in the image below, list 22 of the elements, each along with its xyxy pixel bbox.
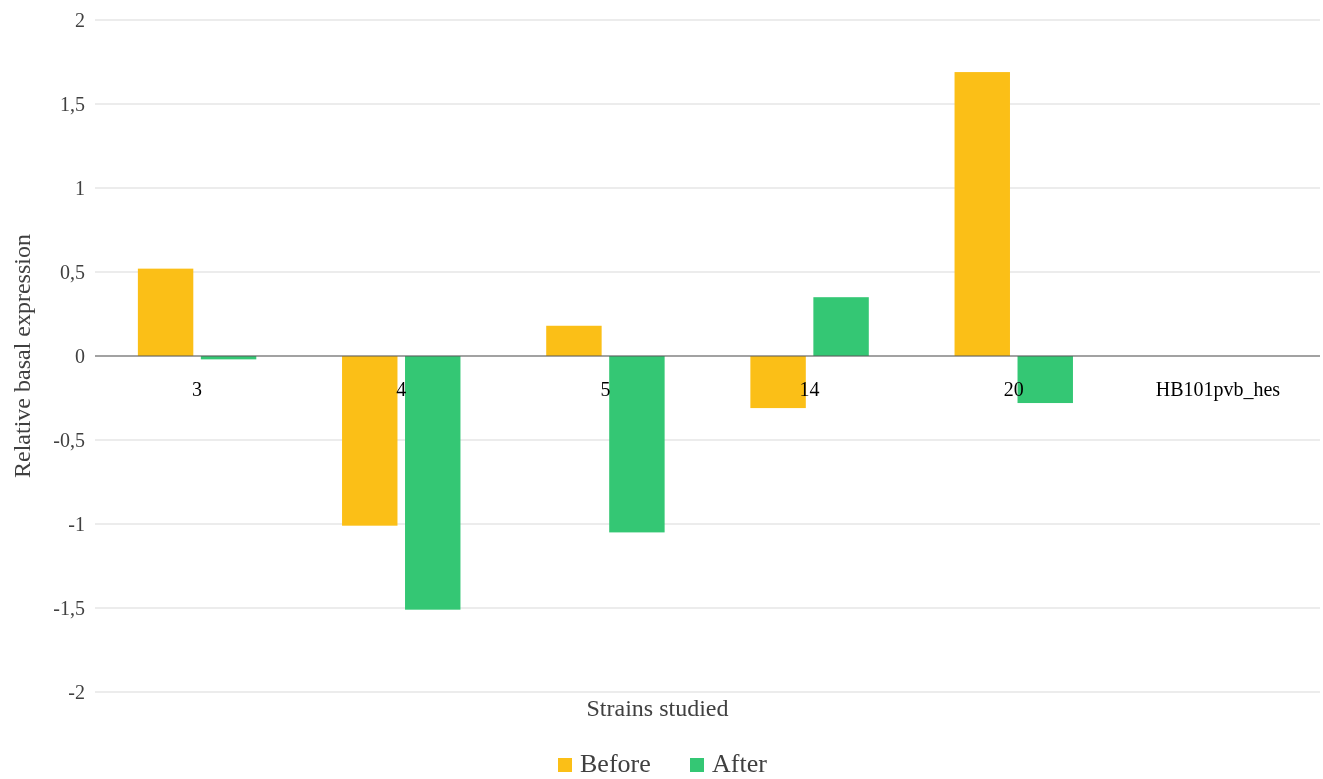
x-tick-label: HB101pvb_hes <box>1155 378 1281 401</box>
legend-label: After <box>712 749 768 778</box>
y-tick-label: -0,5 <box>53 429 85 451</box>
y-axis-title: Relative basal expression <box>9 234 35 478</box>
y-tick-label: 1,5 <box>60 93 85 115</box>
y-tick-label: -1 <box>68 513 85 535</box>
bar <box>609 356 665 533</box>
y-tick-label: 1 <box>75 177 85 199</box>
y-tick-label: 0 <box>75 345 85 367</box>
bar <box>342 356 398 526</box>
y-tick-label: 2 <box>75 9 85 31</box>
y-tick-label: 0,5 <box>60 261 85 283</box>
bar <box>954 72 1010 356</box>
x-axis-title: Strains studied <box>586 695 729 721</box>
y-tick-label: -1,5 <box>53 597 85 619</box>
bar <box>137 268 194 356</box>
y-tick-label: -2 <box>68 681 85 703</box>
bar <box>546 325 602 356</box>
bar <box>405 356 461 610</box>
x-tick-label: 3 <box>192 378 203 400</box>
legend-label: Before <box>580 749 651 778</box>
bar <box>813 297 869 356</box>
